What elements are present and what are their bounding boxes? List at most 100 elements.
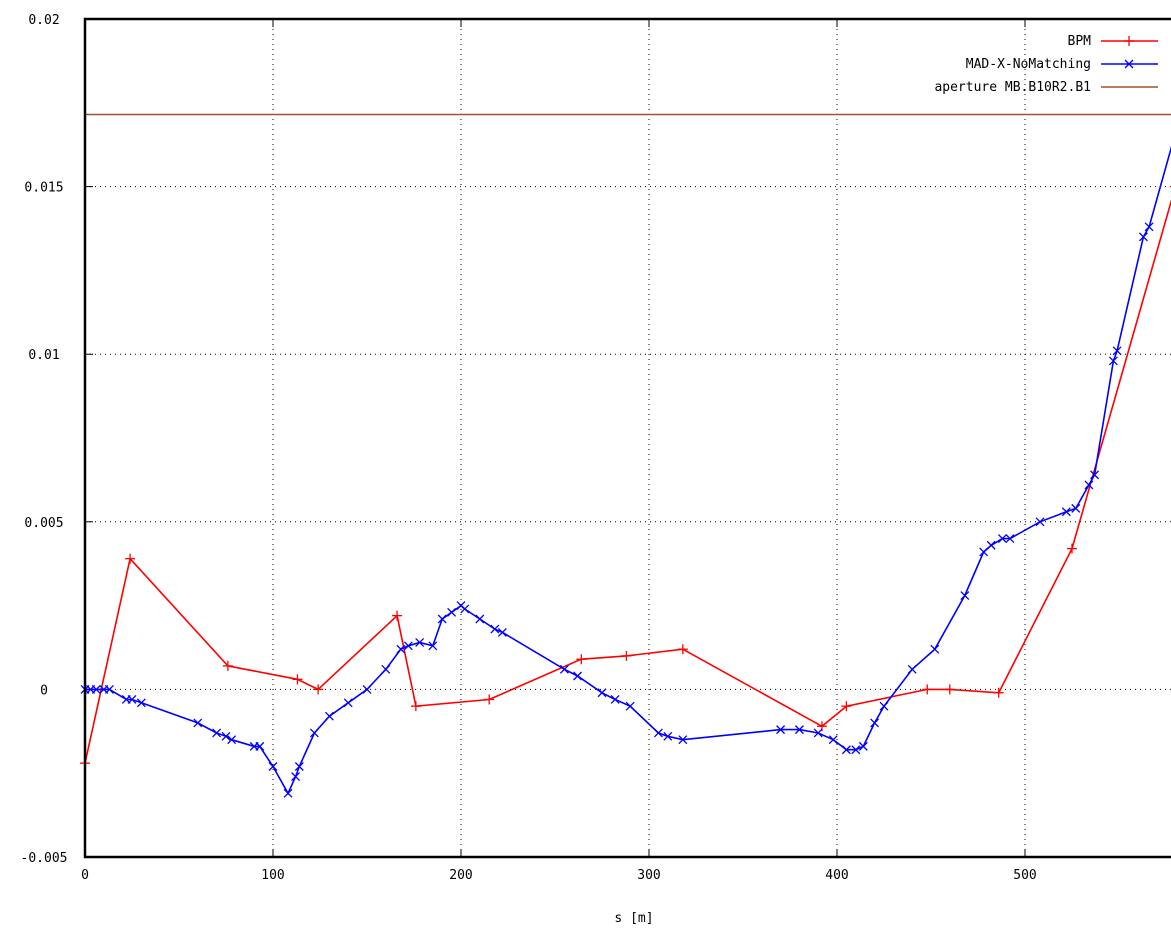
data-point xyxy=(813,728,823,738)
data-point xyxy=(294,762,304,771)
data-point xyxy=(410,701,421,712)
data-point xyxy=(127,694,137,704)
data-point xyxy=(227,735,237,745)
data-point xyxy=(221,731,231,741)
data-point xyxy=(1138,232,1148,242)
data-point xyxy=(930,644,940,654)
data-point xyxy=(1067,543,1077,554)
data-point xyxy=(1005,534,1015,544)
data-point xyxy=(597,688,607,698)
data-point xyxy=(841,745,851,755)
x-tick-label: 100 xyxy=(261,868,284,883)
data-point xyxy=(576,654,587,665)
data-point xyxy=(309,728,319,738)
data-point xyxy=(403,641,413,651)
data-point xyxy=(1061,507,1071,517)
data-point xyxy=(324,711,334,721)
data-point xyxy=(870,718,880,728)
legend-marker xyxy=(1124,36,1134,46)
plot-frame xyxy=(83,17,1171,859)
data-point xyxy=(362,684,372,694)
data-point xyxy=(625,701,635,711)
data-point xyxy=(986,540,996,550)
data-point xyxy=(313,684,324,695)
data-point xyxy=(497,627,507,637)
data-point xyxy=(475,614,485,624)
data-point xyxy=(794,725,804,735)
y-tick-label: 0 xyxy=(40,683,48,698)
y-tick-label: 0.02 xyxy=(28,13,59,28)
data-point xyxy=(381,664,391,674)
data-point xyxy=(653,728,663,738)
data-point xyxy=(1144,222,1154,232)
legend-marker xyxy=(1124,59,1134,69)
series-1 xyxy=(80,129,1171,798)
data-point xyxy=(484,694,495,705)
series-layer xyxy=(80,113,1171,798)
data-point xyxy=(136,698,146,708)
series-0 xyxy=(80,185,1171,769)
data-point xyxy=(776,725,786,735)
data-point xyxy=(125,553,136,564)
data-point xyxy=(283,788,293,798)
data-point xyxy=(828,735,838,745)
series-line xyxy=(85,145,1171,796)
data-point xyxy=(1108,356,1118,366)
legend-label: aperture MB.B10R2.B1 xyxy=(934,80,1091,95)
data-point xyxy=(841,701,852,712)
legend-label: BPM xyxy=(1068,34,1092,49)
data-point xyxy=(960,591,970,601)
data-point xyxy=(268,762,278,771)
data-point xyxy=(1112,346,1122,356)
data-point xyxy=(979,547,989,557)
data-point xyxy=(663,731,673,741)
x-tick-label: 0 xyxy=(81,868,89,883)
grid xyxy=(84,18,1171,858)
data-point xyxy=(490,624,500,634)
legend-label: MAD-X-NoMatching xyxy=(966,57,1091,72)
data-point xyxy=(907,664,917,674)
data-point xyxy=(437,614,447,624)
data-point xyxy=(573,671,583,681)
tick-labels: 0 100 200 300 400 500 -0.005 0 0.005 0.01 0.015 0.0… xyxy=(21,13,1037,883)
x-tick-label: 200 xyxy=(449,868,472,883)
legend: BPM MAD-X-NoMatching aperture MB.B10R2.B1 xyxy=(934,34,1158,95)
data-point xyxy=(104,684,114,694)
data-point xyxy=(255,741,265,751)
data-point xyxy=(1071,503,1081,513)
y-tick-label: -0.005 xyxy=(21,851,68,866)
data-point xyxy=(610,694,620,704)
x-axis-label: s [m] xyxy=(614,911,653,926)
data-point xyxy=(1035,517,1045,527)
x-tick-label: 400 xyxy=(825,868,848,883)
data-point xyxy=(343,698,353,708)
data-point xyxy=(392,610,403,621)
data-point xyxy=(944,684,955,695)
legend-item: MAD-X-NoMatching xyxy=(966,57,1158,72)
data-point xyxy=(291,772,301,782)
x-tick-label: 300 xyxy=(637,868,660,883)
data-point xyxy=(559,664,569,674)
data-point xyxy=(621,650,632,661)
data-point xyxy=(428,641,438,651)
data-point xyxy=(677,644,688,655)
legend-item: aperture MB.B10R2.B1 xyxy=(934,80,1158,95)
data-point xyxy=(460,604,470,614)
legend-item: BPM xyxy=(1068,34,1158,49)
data-point xyxy=(851,745,861,755)
x-tick-label: 500 xyxy=(1013,868,1036,883)
series-line xyxy=(84,199,1171,764)
data-point xyxy=(678,735,688,745)
y-tick-label: 0.015 xyxy=(24,181,63,196)
data-point xyxy=(993,687,1004,698)
data-point xyxy=(222,660,233,671)
y-tick-label: 0.005 xyxy=(24,516,63,531)
data-point xyxy=(415,638,425,647)
data-point xyxy=(997,534,1007,544)
data-point xyxy=(1090,470,1100,480)
data-point xyxy=(858,741,868,751)
data-point xyxy=(396,644,406,654)
y-tick-label: 0.01 xyxy=(28,348,59,363)
data-point xyxy=(1084,480,1094,490)
data-point xyxy=(879,701,889,711)
